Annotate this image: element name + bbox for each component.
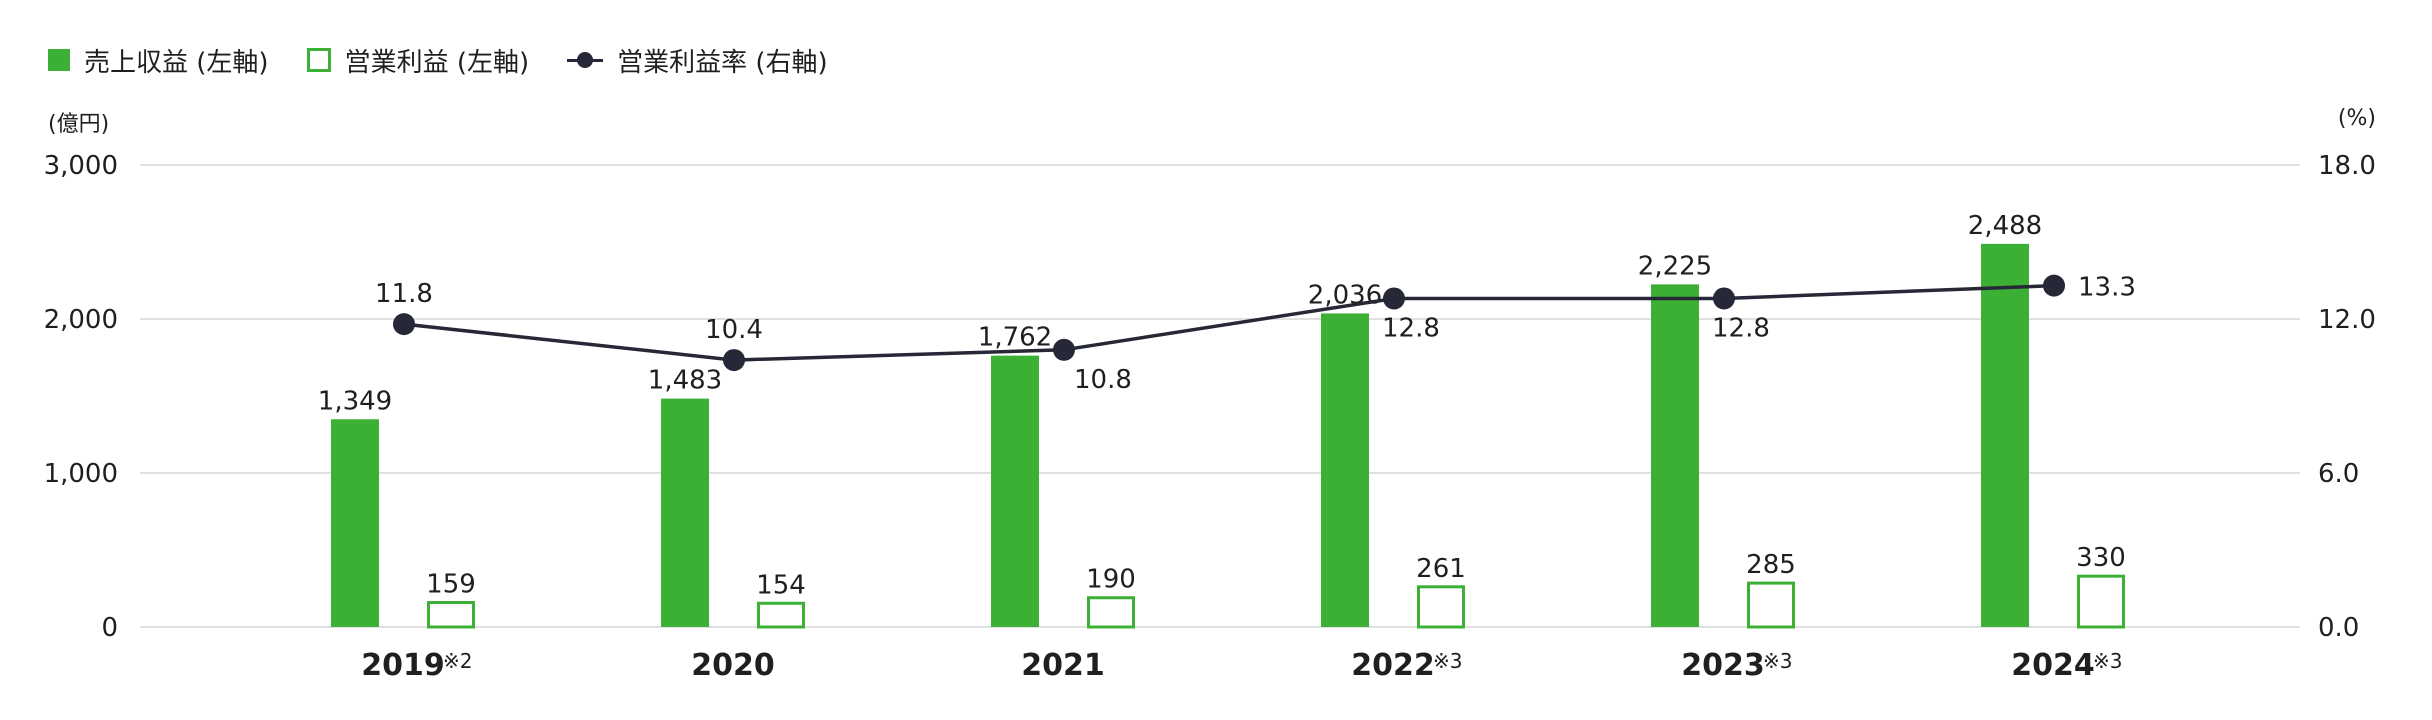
- category-label: 2024: [2011, 648, 2095, 683]
- category-label: 2020: [691, 648, 775, 683]
- left-tick-label: 2,000: [44, 305, 118, 335]
- op-margin-value-label: 10.8: [1074, 365, 1132, 395]
- right-tick-label: 6.0: [2318, 459, 2359, 489]
- revenue-value-label: 1,762: [978, 323, 1052, 353]
- revenue-value-label: 1,483: [648, 366, 722, 396]
- op-margin-point: [1713, 287, 1735, 310]
- op-margin-point: [393, 313, 415, 336]
- left-tick-label: 3,000: [44, 151, 118, 181]
- op-margin-point: [723, 349, 745, 372]
- left-tick-label: 1,000: [44, 459, 118, 489]
- category-note: ※2: [443, 649, 472, 673]
- revenue-bar: [991, 355, 1039, 627]
- legend: 売上収益 (左軸) 営業利益 (左軸) 営業利益率 (右軸): [48, 40, 828, 80]
- revenue-bar: [1981, 243, 2029, 627]
- op-profit-bar: [1087, 596, 1135, 629]
- legend-swatch-filled: [48, 49, 70, 71]
- left-tick-label: 0: [101, 613, 118, 643]
- right-tick-label: 18.0: [2318, 151, 2376, 181]
- legend-label-op-margin: 営業利益率 (右軸): [617, 47, 828, 78]
- op-profit-bar: [757, 601, 805, 629]
- legend-swatch-outline: [306, 48, 331, 72]
- revenue-value-label: 2,488: [1968, 211, 2042, 241]
- revenue-value-label: 2,225: [1638, 251, 1712, 281]
- category-note: ※3: [1763, 649, 1792, 673]
- category-label: 2023: [1681, 648, 1765, 683]
- category-label: 2021: [1021, 648, 1105, 683]
- legend-item-op-profit: 営業利益 (左軸): [306, 42, 530, 79]
- right-axis-unit: (%): [2337, 106, 2376, 131]
- revenue-bar: [661, 398, 709, 627]
- legend-label-revenue: 売上収益 (左軸): [84, 47, 269, 78]
- category-note: ※3: [2093, 649, 2122, 673]
- op-profit-value-label: 159: [426, 570, 476, 600]
- op-profit-bar: [427, 601, 475, 629]
- legend-swatch-line: [567, 49, 604, 71]
- category-label: 2019: [361, 648, 445, 683]
- op-margin-value-label: 13.3: [2078, 273, 2136, 303]
- op-profit-value-label: 261: [1416, 554, 1466, 584]
- category-label: 2022: [1351, 648, 1435, 683]
- op-profit-bar: [1417, 585, 1465, 629]
- legend-label-op-profit: 営業利益 (左軸): [344, 47, 530, 78]
- legend-item-op-margin: 営業利益率 (右軸): [567, 42, 828, 79]
- op-margin-value-label: 10.4: [705, 315, 763, 345]
- right-tick-label: 12.0: [2318, 305, 2376, 335]
- op-margin-point: [1053, 338, 1075, 361]
- op-profit-value-label: 190: [1086, 565, 1136, 595]
- revenue-bar: [1321, 313, 1369, 627]
- op-profit-value-label: 154: [756, 570, 806, 600]
- op-margin-point: [2043, 274, 2065, 297]
- op-profit-bar: [2077, 574, 2125, 629]
- op-profit-value-label: 285: [1746, 550, 1796, 580]
- op-margin-point: [1383, 287, 1405, 310]
- op-margin-value-label: 12.8: [1382, 313, 1440, 343]
- op-margin-value-label: 12.8: [1712, 313, 1770, 343]
- right-tick-label: 0.0: [2318, 613, 2359, 643]
- revenue-value-label: 1,349: [318, 386, 392, 416]
- op-margin-value-label: 11.8: [375, 279, 433, 309]
- revenue-bar: [331, 419, 379, 627]
- legend-item-revenue: 売上収益 (左軸): [48, 42, 269, 79]
- op-profit-bar: [1747, 581, 1795, 629]
- revenue-bar: [1651, 284, 1699, 627]
- left-axis-unit: (億円): [48, 112, 110, 137]
- op-margin-line: [403, 283, 2055, 362]
- category-note: ※3: [1433, 649, 1462, 673]
- op-profit-value-label: 330: [2076, 543, 2126, 573]
